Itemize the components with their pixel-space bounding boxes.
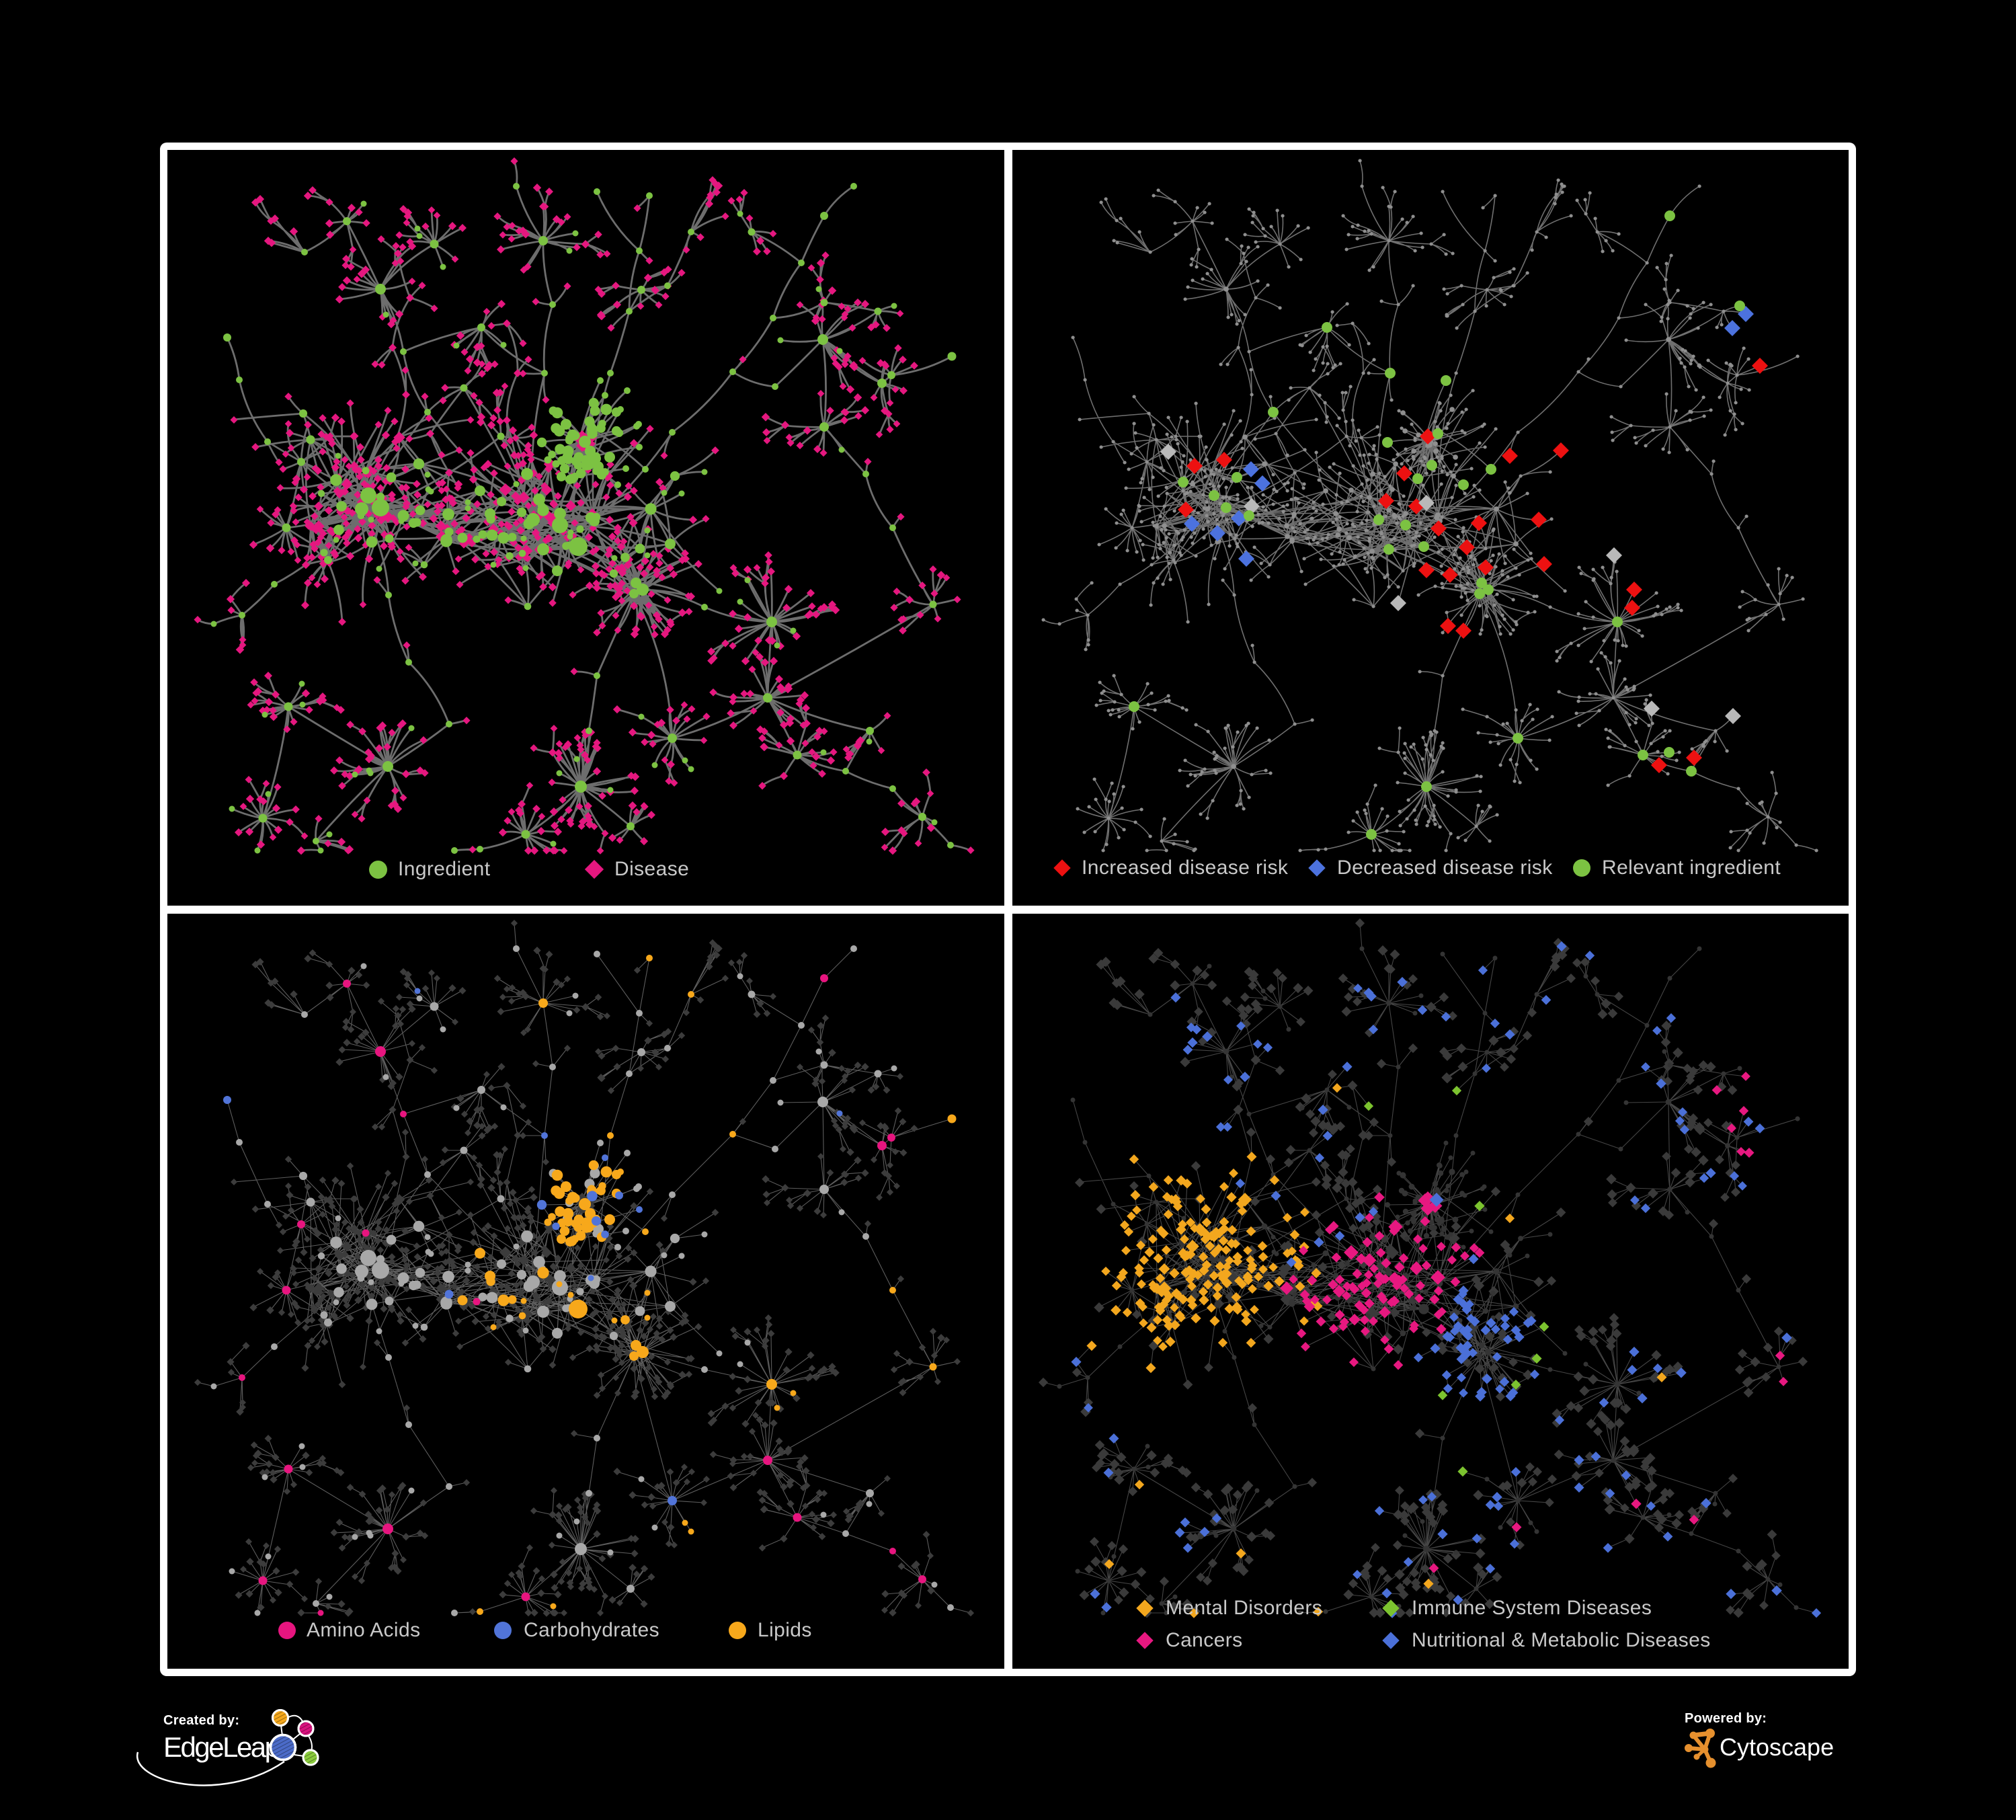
svg-text:Cytoscape: Cytoscape [1720,1733,1834,1761]
svg-text:EdgeLeap: EdgeLeap [163,1731,280,1763]
